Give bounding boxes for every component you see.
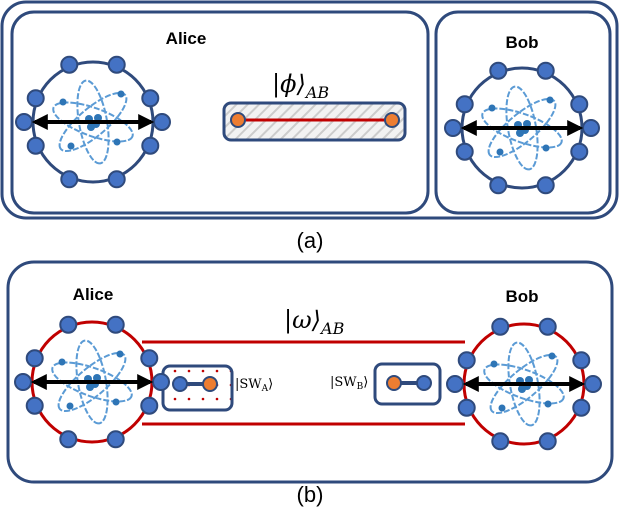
node: [141, 350, 157, 366]
electron: [545, 401, 552, 408]
node: [571, 96, 587, 112]
node: [445, 120, 461, 136]
node: [60, 431, 76, 447]
node: [142, 90, 158, 106]
node: [490, 63, 506, 79]
atom: [15, 317, 169, 448]
node: [27, 350, 43, 366]
node: [459, 352, 475, 368]
electron: [114, 139, 121, 146]
electron: [68, 143, 75, 150]
node: [141, 398, 157, 414]
node: [538, 63, 554, 79]
electron: [67, 403, 74, 410]
node: [28, 90, 44, 106]
electron: [543, 145, 550, 152]
node: [457, 144, 473, 160]
node: [27, 398, 43, 414]
node: [60, 317, 76, 333]
node: [573, 400, 589, 416]
qubit: [231, 113, 245, 127]
node: [109, 171, 125, 187]
atom: [447, 319, 601, 450]
node: [15, 374, 31, 390]
node: [457, 96, 473, 112]
node: [583, 120, 599, 136]
node: [538, 177, 554, 193]
nucleus: [87, 123, 95, 131]
swap-label-a: |SWA⟩: [235, 377, 273, 394]
node: [492, 319, 508, 335]
nucleus: [516, 129, 524, 137]
electron: [491, 361, 498, 368]
qubit: [417, 376, 431, 390]
node: [490, 177, 506, 193]
electron: [547, 97, 554, 104]
node: [153, 374, 169, 390]
alice-label: Alice: [166, 29, 207, 48]
state-label: |ω⟩AB: [284, 306, 345, 338]
electron: [117, 351, 124, 358]
node: [154, 114, 170, 130]
qubit: [203, 377, 217, 391]
diagram: Alice Bob |ϕ⟩AB (a) Alice Bob |ω⟩AB |SWA…: [0, 0, 619, 513]
qubit: [385, 113, 399, 127]
electron: [113, 399, 120, 406]
node: [540, 319, 556, 335]
node: [61, 57, 77, 73]
node: [540, 433, 556, 449]
node: [16, 114, 32, 130]
node: [585, 376, 601, 392]
caption-a: (a): [297, 228, 324, 253]
electron: [497, 149, 504, 156]
node: [459, 400, 475, 416]
node: [61, 171, 77, 187]
node: [573, 352, 589, 368]
electron: [59, 359, 66, 366]
alice-label: Alice: [73, 285, 114, 304]
node: [571, 144, 587, 160]
bob-label: Bob: [505, 287, 538, 306]
nucleus: [86, 383, 94, 391]
electron: [118, 91, 125, 98]
electron: [499, 405, 506, 412]
swap-label-b: |SWB⟩: [330, 375, 368, 392]
node: [492, 433, 508, 449]
electron: [549, 353, 556, 360]
electron: [489, 105, 496, 112]
caption-b: (b): [297, 482, 324, 507]
electron: [60, 99, 67, 106]
node: [108, 317, 124, 333]
bob-label: Bob: [505, 33, 538, 52]
node: [108, 431, 124, 447]
node: [447, 376, 463, 392]
qubit: [173, 377, 187, 391]
qubit: [387, 376, 401, 390]
nucleus: [518, 385, 526, 393]
node: [28, 138, 44, 154]
node: [142, 138, 158, 154]
node: [109, 57, 125, 73]
